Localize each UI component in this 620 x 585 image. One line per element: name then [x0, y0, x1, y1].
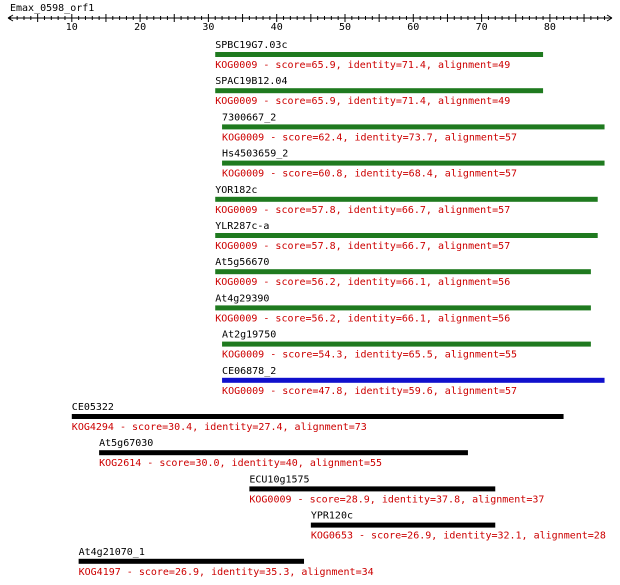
hit-description-label: KOG0009 - score=57.8, identity=66.7, ali… [215, 205, 510, 216]
position-axis: 10 20 30 40 50 60 70 80 [7, 14, 613, 33]
axis-tick-label: 80 [544, 22, 556, 33]
hit-name-label: CE06878_2 [222, 366, 276, 377]
hit-name-label: Hs4503659_2 [222, 149, 288, 160]
hit-alignment-bar [71, 414, 564, 419]
hit-name-label: YOR182c [215, 185, 257, 196]
hit-alignment-bar [99, 450, 468, 456]
hit-name-label: 7300667_2 [222, 112, 276, 123]
hit-alignment-bar [215, 196, 598, 202]
hit-description-label: KOG0009 - score=28.9, identity=37.8, ali… [249, 494, 544, 505]
hit-list: SPBC19G7.03c KOG0009 - score=65.9, identi… [71, 40, 606, 578]
hit-description-label: KOG4294 - score=30.4, identity=27.4, ali… [72, 422, 367, 433]
axis-tick-label: 60 [407, 22, 419, 33]
hit-alignment-bar [215, 269, 591, 275]
hit-alignment-bar [215, 233, 598, 238]
hit-entry: ECU10g1575 KOG0009 - score=28.9, identity… [249, 474, 544, 505]
hit-name-label: SPAC19B12.04 [215, 76, 287, 87]
hit-entry: SPAC19B12.04 KOG0009 - score=65.9, identi… [215, 76, 544, 107]
hit-entry: YLR287c-a KOG0009 - score=57.8, identity=… [215, 221, 598, 252]
hit-entry: At4g29390 KOG0009 - score=56.2, identity=… [215, 293, 591, 324]
hit-description-label: KOG0009 - score=56.2, identity=66.1, ali… [215, 277, 510, 288]
hit-name-label: At4g21070_1 [79, 547, 145, 558]
hit-alignment-bar [222, 377, 605, 383]
hit-entry: At2g19750 KOG0009 - score=54.3, identity=… [222, 330, 591, 361]
hit-name-label: At5g67030 [99, 438, 153, 449]
hit-alignment-bar [215, 88, 544, 94]
hit-description-label: KOG0009 - score=65.9, identity=71.4, ali… [215, 96, 510, 107]
hit-alignment-bar [222, 341, 591, 347]
hit-entry: CE06878_2 KOG0009 - score=47.8, identity=… [222, 366, 605, 397]
hit-description-label: KOG0009 - score=65.9, identity=71.4, ali… [215, 60, 510, 71]
hit-name-label: At2g19750 [222, 330, 276, 341]
hit-entry: 7300667_2 KOG0009 - score=62.4, identity=… [222, 112, 605, 143]
hit-entry: Hs4503659_2 KOG0009 - score=60.8, identit… [222, 149, 605, 180]
hit-entry: SPBC19G7.03c KOG0009 - score=65.9, identi… [215, 40, 544, 71]
hit-name-label: CE05322 [72, 402, 114, 413]
hit-description-label: KOG0009 - score=60.8, identity=68.4, ali… [222, 169, 517, 180]
hit-alignment-bar [222, 124, 605, 130]
hit-entry: CE05322 KOG4294 - score=30.4, identity=27… [71, 402, 564, 433]
query-name-label: Emax_0598_orf1 [10, 3, 94, 14]
axis-tick-label: 20 [134, 22, 146, 33]
hit-name-label: At4g29390 [215, 293, 269, 304]
axis-tick-label: 50 [339, 22, 351, 33]
hit-description-label: KOG0009 - score=62.4, identity=73.7, ali… [222, 132, 517, 143]
hit-entry: At5g67030 KOG2614 - score=30.0, identity=… [99, 438, 468, 469]
hit-description-label: KOG0653 - score=26.9, identity=32.1, ali… [311, 531, 606, 542]
axis-tick-label: 70 [476, 22, 488, 33]
hit-entry: At4g21070_1 KOG4197 - score=26.9, identit… [78, 547, 374, 578]
hit-alignment-bar [310, 522, 496, 528]
hit-description-label: KOG0009 - score=54.3, identity=65.5, ali… [222, 350, 517, 361]
hit-name-label: YLR287c-a [215, 221, 269, 232]
hit-alignment-bar [249, 486, 496, 492]
axis-tick-label: 40 [271, 22, 283, 33]
hit-description-label: KOG0009 - score=57.8, identity=66.7, ali… [215, 241, 510, 252]
hit-name-label: At5g56670 [215, 257, 269, 268]
hit-description-label: KOG0009 - score=47.8, identity=59.6, ali… [222, 386, 517, 397]
axis-right-arrow [606, 14, 613, 22]
hit-description-label: KOG0009 - score=56.2, identity=66.1, ali… [215, 313, 510, 324]
hit-alignment-bar [215, 52, 544, 57]
hit-alignment-bar [78, 558, 305, 564]
hit-name-label: ECU10g1575 [249, 474, 309, 485]
axis-tick-label: 30 [202, 22, 214, 33]
hit-description-label: KOG4197 - score=26.9, identity=35.3, ali… [79, 567, 374, 578]
hit-alignment-bar [222, 160, 605, 166]
hit-entry: YPR120c KOG0653 - score=26.9, identity=32… [310, 511, 606, 542]
axis-tick-label: 10 [66, 22, 78, 33]
hit-entry: At5g56670 KOG0009 - score=56.2, identity=… [215, 257, 591, 288]
hit-name-label: YPR120c [311, 511, 353, 522]
hit-entry: YOR182c KOG0009 - score=57.8, identity=66… [215, 185, 598, 216]
hit-name-label: SPBC19G7.03c [215, 40, 287, 51]
hit-alignment-bar [215, 305, 591, 311]
hit-description-label: KOG2614 - score=30.0, identity=40, align… [99, 458, 382, 469]
